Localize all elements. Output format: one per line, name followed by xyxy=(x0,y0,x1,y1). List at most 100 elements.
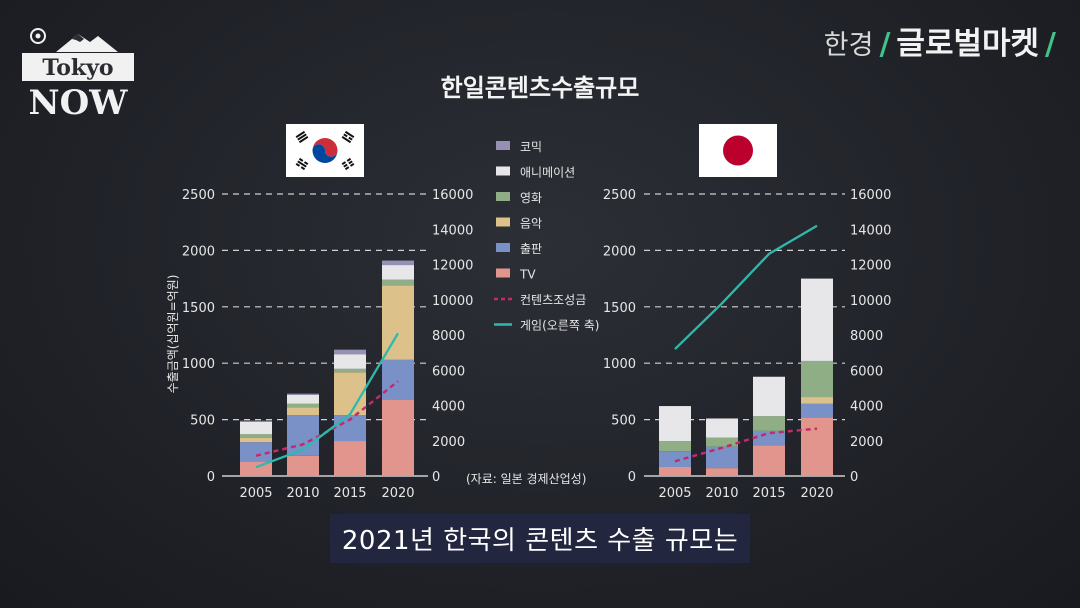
tokyo-now-logo: Tokyo NOW xyxy=(22,28,134,120)
y-tick-label: 500 xyxy=(611,414,636,429)
series-line-game_line xyxy=(255,332,399,469)
y-tick-label: 0 xyxy=(207,470,215,485)
source-note: (자료: 일본 경제산업성) xyxy=(466,472,586,486)
bar-segment-film xyxy=(753,416,785,431)
bar-segment-comic xyxy=(240,420,272,422)
y2-tick-label: 14000 xyxy=(850,223,891,238)
brand-slash-icon: / xyxy=(1045,27,1056,62)
y2-tick-label: 6000 xyxy=(432,364,465,379)
legend-label: 음악 xyxy=(520,217,542,231)
legend-swatch-anime xyxy=(496,166,510,176)
bar-segment-tv xyxy=(659,466,691,476)
y2-tick-label: 16000 xyxy=(850,188,891,203)
y2-tick-label: 14000 xyxy=(432,223,473,238)
y2-tick-label: 16000 xyxy=(432,188,473,203)
legend-label: 영화 xyxy=(520,191,542,205)
bar-segment-anime xyxy=(801,278,833,361)
legend-label: TV xyxy=(519,268,536,282)
y2-tick-label: 4000 xyxy=(432,400,465,415)
bar-segment-publishing xyxy=(706,446,738,469)
legend-label: 컨텐츠조성금 xyxy=(520,293,586,307)
x-tick-label: 2015 xyxy=(752,486,785,501)
bar-segment-film xyxy=(659,441,691,452)
subtitle-text: 2021년 한국의 콘텐츠 수출 규모는 xyxy=(329,514,751,563)
chart-title: 한일콘텐츠수출규모 xyxy=(440,74,640,102)
x-tick-label: 2020 xyxy=(800,486,833,501)
x-tick-label: 2010 xyxy=(286,486,319,501)
y-tick-label: 2000 xyxy=(182,244,215,259)
y2-tick-label: 10000 xyxy=(432,294,473,309)
bar-segment-film xyxy=(287,403,319,408)
bar-segment-anime xyxy=(753,376,785,417)
y-tick-label: 2500 xyxy=(603,188,636,203)
bar-segment-publishing xyxy=(240,442,272,462)
y2-tick-label: 8000 xyxy=(850,329,883,344)
bar-segment-anime xyxy=(706,418,738,438)
x-tick-label: 2010 xyxy=(705,486,738,501)
bar-segment-tv xyxy=(706,468,738,476)
y-tick-label: 1000 xyxy=(182,357,215,372)
y2-tick-label: 8000 xyxy=(432,329,465,344)
bar-segment-tv xyxy=(753,445,785,476)
brand-slash-icon: / xyxy=(879,27,891,62)
y-tick-label: 500 xyxy=(190,414,215,429)
x-tick-label: 2005 xyxy=(239,486,272,501)
bar-segment-tv xyxy=(801,417,833,476)
bar-segment-film xyxy=(240,434,272,438)
series-line-fund_line xyxy=(255,380,399,457)
logo-line1: Tokyo xyxy=(42,55,113,81)
legend-label: 출판 xyxy=(520,242,542,256)
bar-segment-music xyxy=(287,407,319,416)
y2-tick-label: 2000 xyxy=(850,435,883,450)
bar-segment-comic xyxy=(382,260,414,266)
brand-part1: 한경 xyxy=(823,30,874,61)
legend-swatch-comic xyxy=(496,141,510,150)
bar-segment-tv xyxy=(287,455,319,476)
legend-swatch-tv xyxy=(496,268,510,278)
bar-segment-tv xyxy=(334,441,366,476)
legend-label: 애니메이션 xyxy=(520,166,575,180)
x-tick-label: 2020 xyxy=(381,486,414,501)
bar-segment-tv xyxy=(382,399,414,476)
y-tick-label: 2500 xyxy=(182,188,215,203)
bar-segment-film xyxy=(382,279,414,286)
legend-swatch-music xyxy=(496,217,510,227)
bar-segment-anime xyxy=(287,394,319,404)
logo-line2: NOW xyxy=(29,83,129,120)
japan-flag-icon xyxy=(699,124,777,177)
y2-tick-label: 0 xyxy=(432,470,440,485)
subtitle-caption: 2021년 한국의 콘텐츠 수출 규모는 xyxy=(0,514,1080,563)
bar-segment-anime xyxy=(240,421,272,435)
bar-segment-music xyxy=(801,397,833,404)
y2-tick-label: 6000 xyxy=(850,364,883,379)
y-tick-label: 1500 xyxy=(603,301,636,316)
korea-flag-icon xyxy=(286,124,364,177)
bar-segment-film xyxy=(801,360,833,398)
brand-part2: 글로벌마켓 xyxy=(896,26,1040,62)
y2-tick-label: 2000 xyxy=(432,435,465,450)
bar-segment-comic xyxy=(334,349,366,355)
bar-segment-music xyxy=(240,437,272,443)
series-line-game_line xyxy=(674,224,818,350)
bar-segment-publishing xyxy=(382,359,414,400)
bar-segment-publishing xyxy=(659,451,691,467)
legend-label: 코믹 xyxy=(520,140,542,154)
bar-segment-publishing xyxy=(801,403,833,418)
bar-segment-film xyxy=(334,368,366,373)
bar-segment-film xyxy=(706,437,738,447)
y-tick-label: 2000 xyxy=(603,244,636,259)
y2-tick-label: 12000 xyxy=(432,259,473,274)
x-tick-label: 2015 xyxy=(333,486,366,501)
bar-segment-comic xyxy=(287,393,319,395)
legend-label: 게임(오른쪽 축) xyxy=(520,319,599,333)
bar-segment-anime xyxy=(659,406,691,442)
y2-tick-label: 0 xyxy=(850,470,858,485)
bar-segment-anime xyxy=(334,354,366,369)
y-tick-label: 1500 xyxy=(182,301,215,316)
bar-segment-music xyxy=(382,285,414,360)
y2-tick-label: 4000 xyxy=(850,400,883,415)
x-tick-label: 2005 xyxy=(658,486,691,501)
y2-tick-label: 10000 xyxy=(850,294,891,309)
y-tick-label: 0 xyxy=(628,470,636,485)
